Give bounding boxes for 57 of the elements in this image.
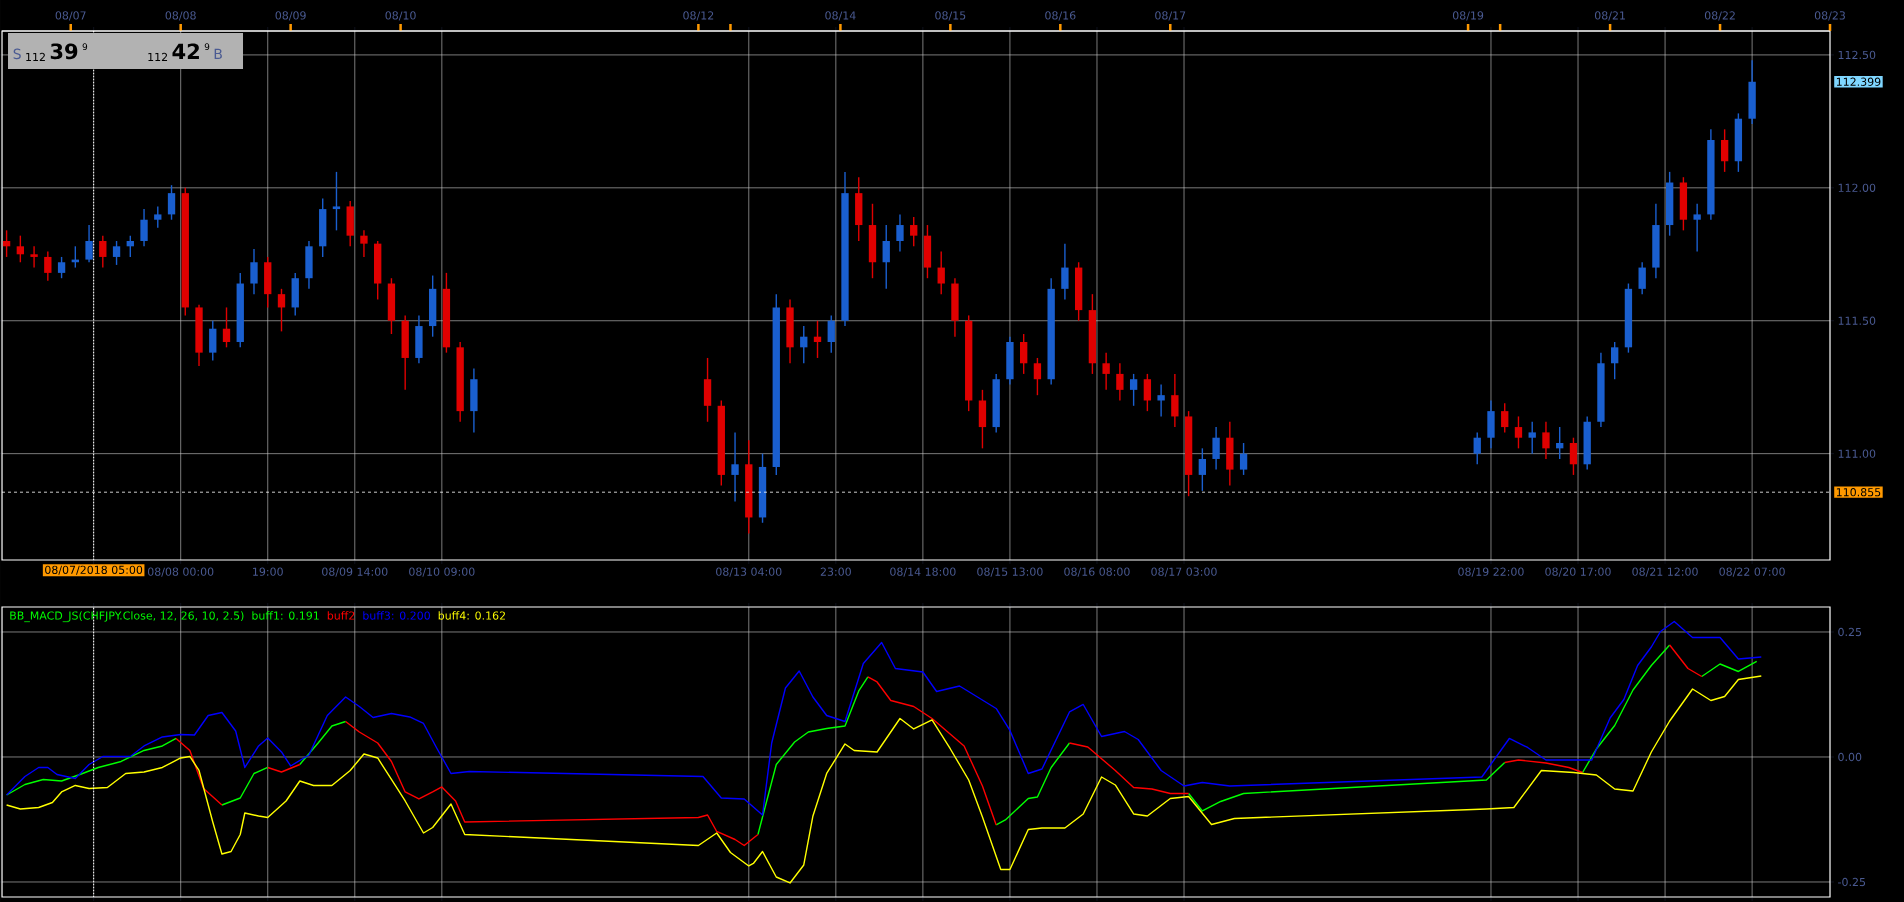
x-tick-label: 08/17 03:00 — [1151, 567, 1217, 577]
x2-tick-label: 08/19 — [1452, 11, 1484, 21]
x-tick-label: 08/13 04:00 — [716, 567, 782, 577]
x2-tick-label: 08/16 — [1045, 11, 1076, 21]
x-tick-label: 08/16 08:00 — [1064, 567, 1130, 577]
x2-tick-label: 08/10 — [385, 11, 416, 21]
x-tick-label: 08/14 18:00 — [890, 567, 956, 577]
candlestick — [30, 245, 38, 269]
annotation: B — [214, 48, 222, 59]
x-tick-label: 08/10 09:00 — [409, 567, 475, 577]
x2-tick-label: 08/17 — [1155, 11, 1186, 21]
x-tick-label: 08/19 22:00 — [1458, 567, 1524, 577]
x-tick-label: 19:00 — [253, 567, 283, 576]
text: buff3: 0.200 — [363, 611, 430, 620]
y-tick-label: 112.50 — [1838, 50, 1876, 60]
x-tick-label: 08/21 12:00 — [1632, 567, 1698, 577]
annotation: S — [13, 48, 21, 60]
ref-line-label: 08/07/2018 05:00 — [45, 565, 143, 575]
annotation: 42 — [172, 43, 199, 59]
text: buff1: 0.191 — [252, 611, 319, 620]
text: buff2 — [327, 611, 355, 620]
x2-tick-label: 08/23 — [1814, 11, 1845, 21]
annotation: 39 — [50, 43, 78, 60]
x-tick-label: 23:00 — [820, 567, 851, 576]
text: 112.399 — [1836, 77, 1881, 86]
x2-tick-label: 08/08 — [165, 11, 196, 21]
x2-tick-label: 08/09 — [275, 11, 306, 21]
line-series — [5, 620, 1762, 816]
ref-line-label: 110.855 — [1836, 488, 1881, 497]
x-tick-label: 08/15 13:00 — [977, 567, 1043, 577]
y-tick-label: 0.00 — [1838, 752, 1862, 762]
annotation: 112 — [26, 52, 45, 61]
x2-tick-label: 08/14 — [825, 11, 856, 21]
x-tick-label: 08/22 07:00 — [1719, 567, 1785, 577]
y-tick-label: 0.25 — [1838, 627, 1862, 637]
x2-tick-label: 08/12 — [683, 11, 714, 21]
x-tick-label: 08/08 00:00 — [147, 567, 214, 577]
x2-tick-label: 08/22 — [1704, 11, 1735, 21]
y-tick-label: 111.50 — [1838, 316, 1876, 325]
annotation: 9 — [82, 43, 88, 51]
x2-tick-label: 08/21 — [1594, 11, 1625, 21]
annotation: 112 — [148, 52, 168, 61]
text: buff4: 0.162 — [438, 611, 505, 620]
y-tick-label: -0.25 — [1838, 877, 1866, 887]
y-tick-label: 112.00 — [1838, 183, 1876, 192]
x2-tick-label: 08/15 — [935, 11, 966, 21]
candlestick — [332, 171, 341, 232]
chart-title: BB_MACD_JS(CHFJPY.Close, 12, 26, 10, 2.5) — [10, 611, 244, 623]
x2-tick-label: 08/07 — [55, 11, 86, 21]
y-tick-label: 111.00 — [1838, 449, 1876, 458]
candlestick — [154, 205, 162, 229]
line-series — [5, 675, 1762, 884]
x-tick-label: 08/20 17:00 — [1545, 567, 1611, 577]
candlestick — [1693, 203, 1701, 253]
annotation: 9 — [204, 43, 210, 51]
x-tick-label: 08/09 14:00 — [322, 567, 388, 577]
candlestick — [1528, 421, 1536, 455]
